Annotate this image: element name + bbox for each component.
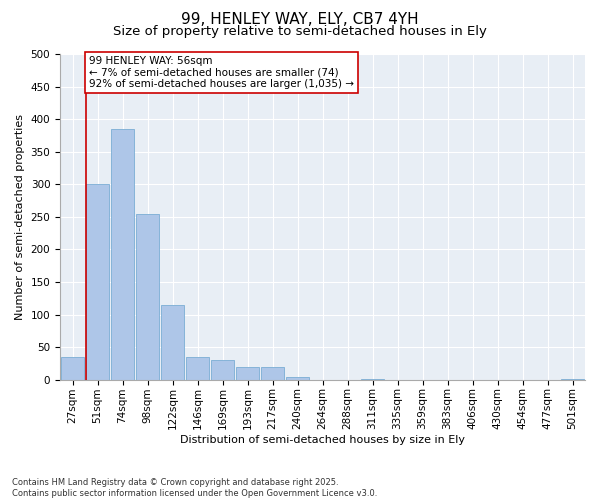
Bar xyxy=(561,379,584,380)
Bar xyxy=(111,129,134,380)
Bar xyxy=(136,214,159,380)
Bar xyxy=(61,357,84,380)
Text: 99 HENLEY WAY: 56sqm
← 7% of semi-detached houses are smaller (74)
92% of semi-d: 99 HENLEY WAY: 56sqm ← 7% of semi-detach… xyxy=(89,56,354,89)
X-axis label: Distribution of semi-detached houses by size in Ely: Distribution of semi-detached houses by … xyxy=(180,435,465,445)
Bar xyxy=(161,305,184,380)
Bar xyxy=(286,377,309,380)
Bar xyxy=(86,184,109,380)
Y-axis label: Number of semi-detached properties: Number of semi-detached properties xyxy=(15,114,25,320)
Bar xyxy=(261,366,284,380)
Bar xyxy=(186,357,209,380)
Text: Size of property relative to semi-detached houses in Ely: Size of property relative to semi-detach… xyxy=(113,25,487,38)
Text: Contains HM Land Registry data © Crown copyright and database right 2025.
Contai: Contains HM Land Registry data © Crown c… xyxy=(12,478,377,498)
Text: 99, HENLEY WAY, ELY, CB7 4YH: 99, HENLEY WAY, ELY, CB7 4YH xyxy=(181,12,419,28)
Bar xyxy=(236,366,259,380)
Bar xyxy=(361,379,384,380)
Bar xyxy=(211,360,234,380)
